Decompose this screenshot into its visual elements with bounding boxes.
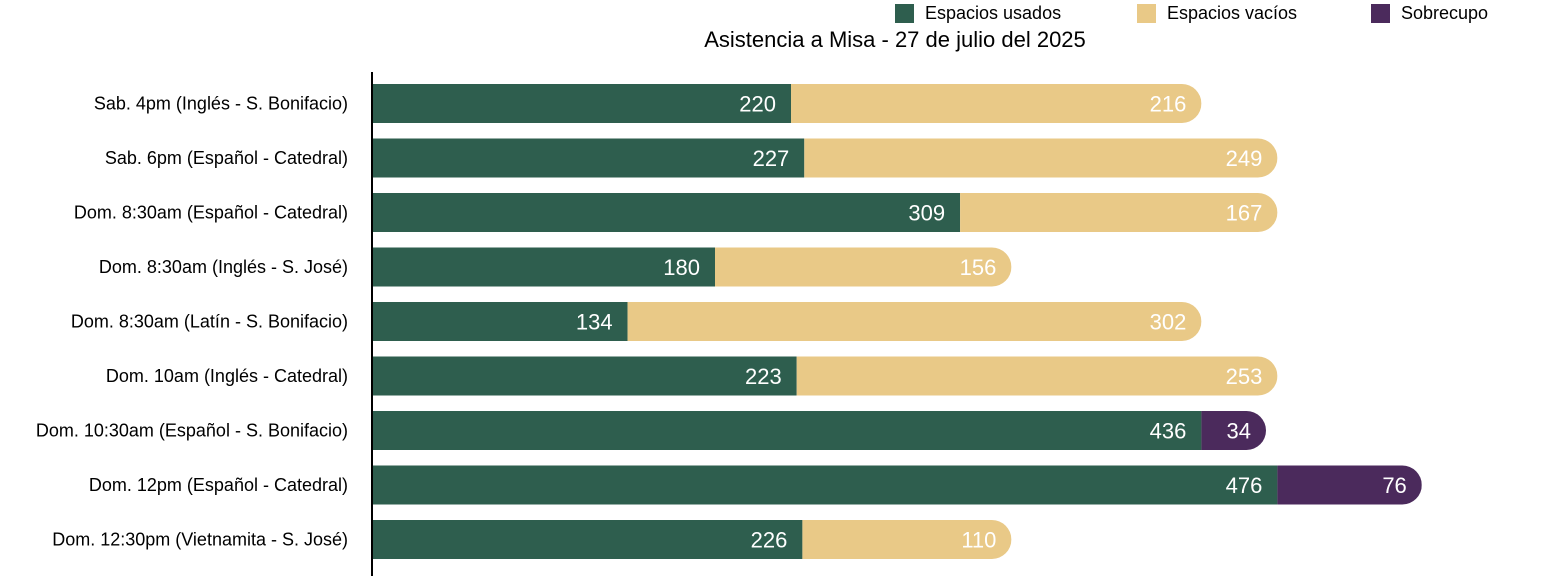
bar-segment-espacios-usados — [373, 193, 961, 232]
bar-segment-espacios-usados — [373, 302, 628, 341]
category-label: Sab. 4pm (Inglés - S. Bonifacio) — [94, 94, 348, 114]
value-label: 76 — [1382, 473, 1406, 498]
chart-title: Asistencia a Misa - 27 de julio del 2025 — [704, 27, 1086, 52]
value-label: 167 — [1226, 201, 1263, 226]
value-label: 156 — [960, 255, 997, 280]
bar-segment-sobrecupo — [1277, 465, 1422, 505]
bar-segment-espacios-usados — [373, 138, 805, 178]
bar-segment-espacios-usados — [373, 465, 1278, 505]
bar-segment-espacios-usados — [373, 356, 797, 396]
value-label: 226 — [751, 528, 788, 553]
bar-row — [373, 84, 1202, 123]
value-label: 249 — [1226, 146, 1263, 171]
category-label: Dom. 12:30pm (Vietnamita - S. José) — [52, 530, 348, 550]
legend-swatch-espacios-usados — [895, 4, 914, 23]
bars-area: 220 216 227 249 309 167 180 156 134 302 223 253 436 3… — [373, 84, 1422, 559]
value-label: 227 — [753, 146, 790, 171]
bar-row — [373, 193, 1278, 232]
value-label: 302 — [1150, 310, 1187, 335]
bar-row — [373, 465, 1422, 505]
value-label: 216 — [1150, 92, 1187, 117]
value-label: 34 — [1227, 419, 1251, 444]
bar-row — [373, 356, 1278, 396]
category-label: Sab. 6pm (Español - Catedral) — [105, 148, 348, 168]
bar-segment-espacios-usados — [373, 84, 791, 123]
bar-segment-espacios-usados — [373, 520, 803, 559]
category-label: Dom. 8:30am (Inglés - S. José) — [99, 257, 348, 277]
bar-segment-espacios-vacios — [802, 520, 1012, 559]
value-label: 476 — [1226, 473, 1263, 498]
value-label: 110 — [961, 528, 996, 553]
bar-row — [373, 138, 1278, 178]
value-label: 134 — [576, 310, 613, 335]
bar-segment-espacios-usados — [373, 247, 715, 287]
category-labels: Sab. 4pm (Inglés - S. Bonifacio) Sab. 6pm… — [36, 94, 348, 550]
bar-segment-espacios-usados — [373, 411, 1202, 450]
value-label: 223 — [745, 364, 782, 389]
bar-row — [373, 247, 1012, 287]
bar-segment-espacios-vacios — [960, 193, 1278, 232]
bar-row — [373, 411, 1266, 450]
bar-segment-espacios-vacios — [791, 84, 1202, 123]
category-label: Dom. 12pm (Español - Catedral) — [89, 475, 348, 495]
category-label: Dom. 10:30am (Español - S. Bonifacio) — [36, 421, 348, 441]
category-label: Dom. 8:30am (Español - Catedral) — [74, 203, 348, 223]
legend-label: Sobrecupo — [1401, 3, 1488, 23]
category-label: Dom. 10am (Inglés - Catedral) — [106, 366, 348, 386]
bar-segment-espacios-vacios — [715, 247, 1012, 287]
value-label: 309 — [908, 201, 945, 226]
value-label: 436 — [1150, 419, 1187, 444]
category-label: Dom. 8:30am (Latín - S. Bonifacio) — [71, 312, 348, 332]
chart-legend: Espacios usados Espacios vacíos Sobrecupo — [895, 3, 1488, 23]
bar-row — [373, 302, 1202, 341]
legend-swatch-espacios-vacios — [1137, 4, 1156, 23]
value-label: 180 — [663, 255, 700, 280]
legend-swatch-sobrecupo — [1371, 4, 1390, 23]
legend-label: Espacios vacíos — [1167, 3, 1297, 23]
bar-segment-sobrecupo — [1201, 411, 1266, 450]
bar-row — [373, 520, 1012, 559]
value-label: 253 — [1226, 364, 1263, 389]
value-label: 220 — [739, 92, 776, 117]
bar-segment-espacios-vacios — [804, 138, 1278, 178]
bar-segment-espacios-vacios — [796, 356, 1278, 396]
legend-label: Espacios usados — [925, 3, 1061, 23]
bar-segment-espacios-vacios — [627, 302, 1202, 341]
